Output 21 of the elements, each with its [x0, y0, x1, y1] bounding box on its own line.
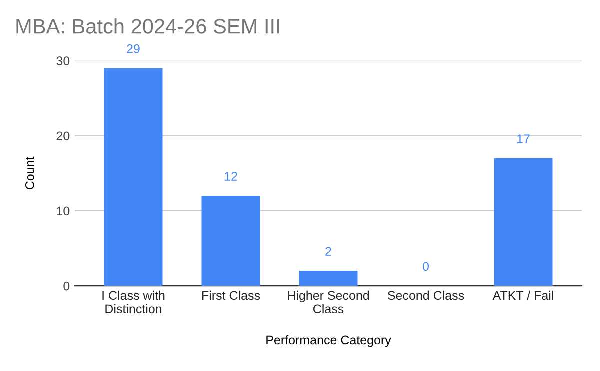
data-label: 2	[326, 247, 332, 256]
data-label: 12	[225, 172, 238, 181]
x-tick-label: ATKT / Fail	[492, 290, 554, 300]
y-axis-title: Count	[25, 156, 34, 190]
y-tick-label: 30	[56, 56, 70, 66]
data-label: 17	[518, 134, 530, 144]
x-tick-label: Second Class	[388, 290, 464, 300]
x-tick-label: Higher Second Class	[288, 290, 370, 314]
data-label: 0	[423, 262, 429, 272]
chart-title: MBA: Batch 2024-26 SEM III	[16, 18, 280, 34]
x-tick-label: I Class with Distinction	[102, 290, 165, 314]
bar	[494, 158, 553, 286]
x-axis-title: Performance Category	[266, 335, 392, 348]
y-tick-label: 10	[57, 206, 70, 216]
y-tick-label: 20	[56, 132, 70, 141]
x-tick-label: First Class	[202, 290, 260, 300]
bar	[104, 68, 163, 286]
y-tick-label: 0	[64, 282, 70, 291]
bar	[202, 196, 260, 286]
data-label: 29	[127, 44, 140, 54]
bar	[299, 271, 358, 286]
